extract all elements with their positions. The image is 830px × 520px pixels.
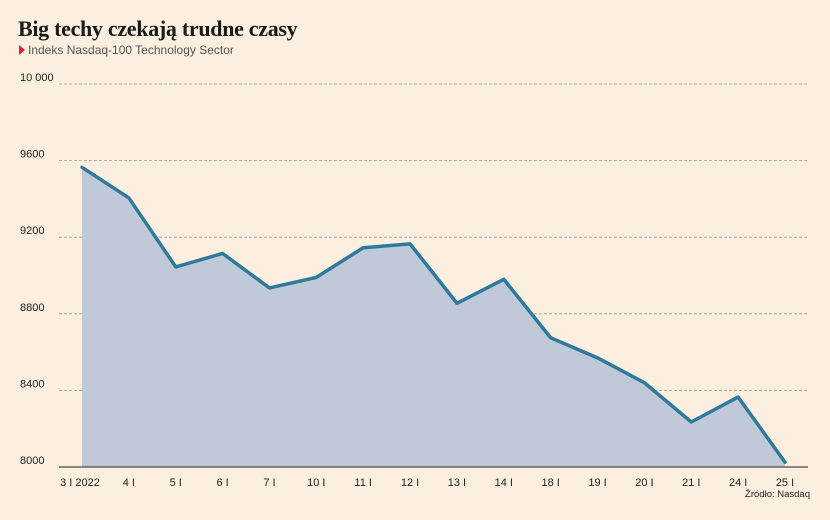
x-tick-label: 5 I xyxy=(170,477,182,489)
x-tick-label: 11 I xyxy=(354,477,372,489)
y-axis-ticks: 8000 8400 8800 9200 9600 10 000 xyxy=(20,72,54,467)
x-tick-label: 21 I xyxy=(682,477,700,489)
x-tick-label: 18 I xyxy=(541,477,559,489)
y-tick-label: 8400 xyxy=(20,378,44,390)
x-tick-label: 7 I xyxy=(263,477,275,489)
y-tick-label: 9600 xyxy=(20,149,44,161)
y-tick-label: 8000 xyxy=(20,455,44,467)
x-tick-label: 24 I xyxy=(729,477,747,489)
x-tick-label: 14 I xyxy=(495,477,513,489)
y-tick-label: 10 000 xyxy=(20,72,54,84)
x-axis-ticks: 3 I 2022 4 I 5 I 6 I 7 I 10 I 11 I 12 I 13 I 14 I… xyxy=(60,477,794,489)
y-tick-label: 9200 xyxy=(20,225,44,237)
area-fill xyxy=(82,167,785,468)
x-tick-label: 6 I xyxy=(216,477,228,489)
x-tick-label: 19 I xyxy=(588,477,606,489)
chart-subtitle: Indeks Nasdaq-100 Technology Sector xyxy=(19,43,234,57)
subtitle-text: Indeks Nasdaq-100 Technology Sector xyxy=(28,43,234,57)
source-note: Źródło: Nasdaq xyxy=(745,489,810,500)
x-tick-label: 10 I xyxy=(307,477,325,489)
x-tick-label: 13 I xyxy=(448,477,466,489)
triangle-marker-icon xyxy=(19,45,25,55)
x-tick-label: 12 I xyxy=(401,477,419,489)
y-tick-label: 8800 xyxy=(20,302,44,314)
x-tick-label: 25 I xyxy=(776,477,794,489)
series-line xyxy=(80,165,787,464)
x-tick-label: 20 I xyxy=(635,477,653,489)
x-tick-label: 3 I 2022 xyxy=(60,477,100,489)
x-tick-label: 4 I xyxy=(123,477,135,489)
chart-title: Big techy czekają trudne czasy xyxy=(18,16,298,41)
